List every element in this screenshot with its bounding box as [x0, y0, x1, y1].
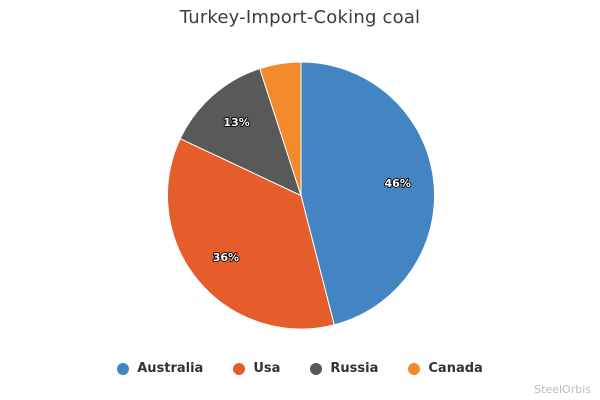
legend-item-australia[interactable]: Australia	[117, 361, 203, 376]
legend: Australia Usa Russia Canada	[0, 361, 600, 376]
watermark: SteelOrbis	[534, 383, 591, 396]
pie-slice-australia[interactable]	[300, 61, 435, 326]
legend-item-canada[interactable]: Canada	[408, 361, 483, 376]
legend-item-usa[interactable]: Usa	[233, 361, 280, 376]
data-label-usa: 36%	[213, 251, 239, 264]
chart-title: Turkey-Import-Coking coal	[179, 7, 421, 28]
legend-label: Usa	[253, 361, 281, 376]
data-label-russia: 13%	[223, 116, 249, 129]
legend-marker-icon	[233, 362, 246, 375]
legend-label: Russia	[330, 361, 379, 376]
data-label-australia: 46%	[385, 177, 411, 190]
legend-marker-icon	[310, 362, 323, 375]
pie-slice-usa[interactable]	[167, 137, 335, 330]
pie-slice-canada[interactable]	[259, 61, 302, 196]
legend-marker-icon	[117, 362, 130, 375]
legend-label: Canada	[428, 361, 483, 376]
legend-marker-icon	[408, 362, 421, 375]
legend-item-russia[interactable]: Russia	[310, 361, 378, 376]
legend-label: Australia	[137, 361, 204, 376]
pie-slice-russia[interactable]	[179, 67, 302, 197]
